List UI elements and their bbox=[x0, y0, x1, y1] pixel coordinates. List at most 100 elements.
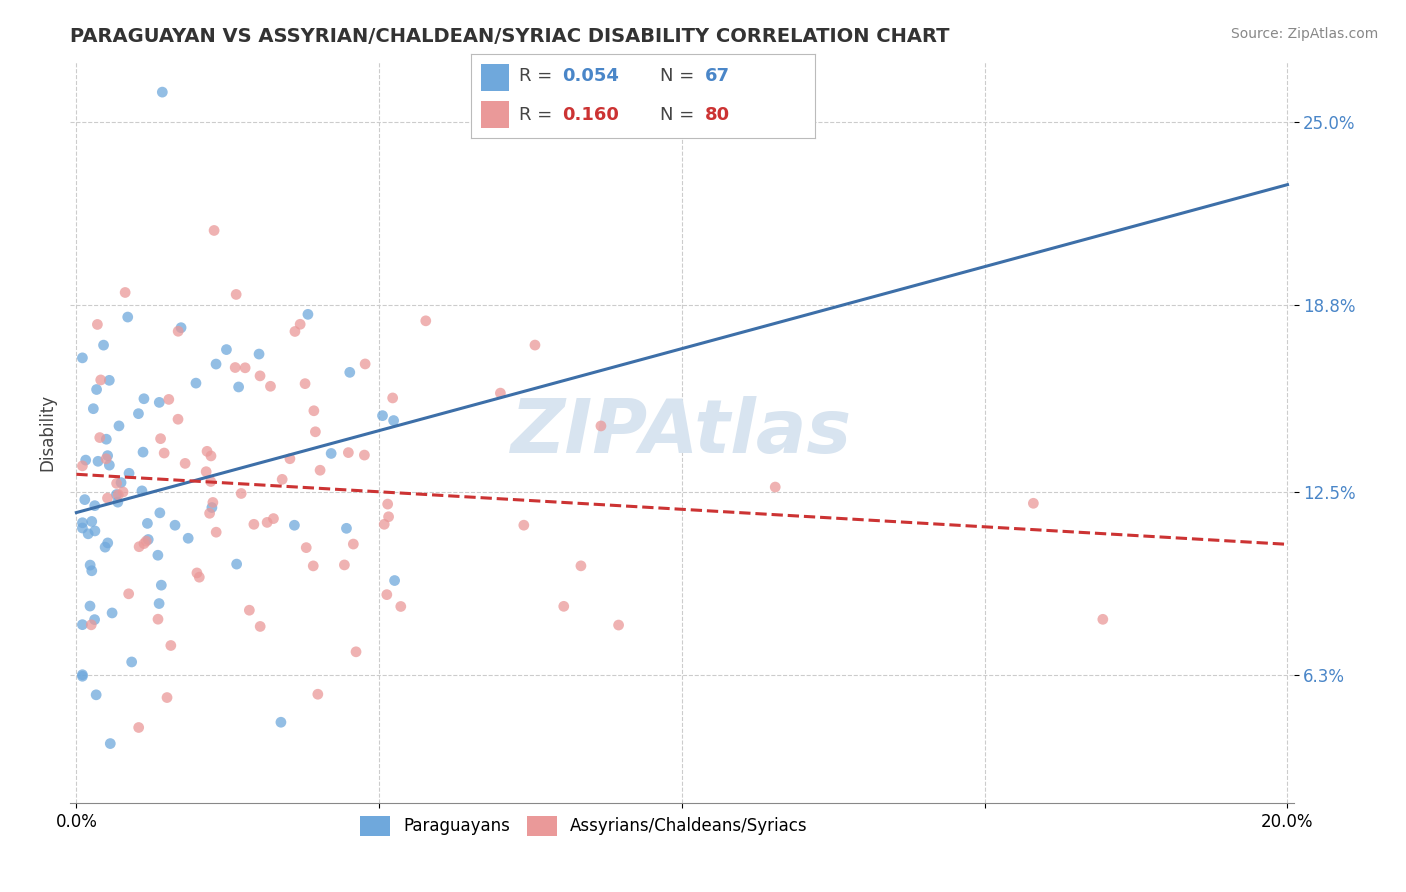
Text: ZIPAtlas: ZIPAtlas bbox=[512, 396, 852, 469]
Point bbox=[284, 325, 307, 339]
Point bbox=[589, 419, 612, 434]
Point bbox=[188, 570, 211, 584]
Text: 0.054: 0.054 bbox=[562, 68, 619, 86]
Point bbox=[1022, 496, 1045, 510]
Point bbox=[262, 511, 284, 525]
Point bbox=[80, 564, 103, 578]
Point bbox=[302, 558, 325, 573]
Point bbox=[201, 495, 224, 509]
Point bbox=[307, 687, 329, 701]
Point bbox=[233, 360, 256, 375]
Text: 67: 67 bbox=[706, 68, 730, 86]
Point bbox=[105, 476, 128, 491]
Point bbox=[79, 599, 101, 613]
Point bbox=[200, 475, 222, 489]
Point bbox=[371, 409, 394, 423]
Point bbox=[157, 392, 180, 407]
Point bbox=[80, 617, 103, 632]
Point bbox=[82, 401, 104, 416]
Point bbox=[89, 431, 111, 445]
Point bbox=[270, 715, 292, 730]
Point bbox=[389, 599, 412, 614]
Point bbox=[93, 338, 115, 352]
Point bbox=[132, 392, 155, 406]
Point bbox=[114, 285, 136, 300]
Point bbox=[107, 488, 129, 502]
Point bbox=[238, 603, 260, 617]
Point bbox=[513, 518, 536, 533]
Point bbox=[224, 360, 246, 375]
Point bbox=[1091, 612, 1114, 626]
Point bbox=[195, 465, 218, 479]
Point bbox=[225, 557, 247, 571]
Point bbox=[149, 506, 172, 520]
Point bbox=[553, 599, 575, 614]
Text: Source: ZipAtlas.com: Source: ZipAtlas.com bbox=[1230, 27, 1378, 41]
Point bbox=[146, 548, 169, 562]
Point bbox=[288, 318, 311, 332]
Point bbox=[128, 540, 150, 554]
Point bbox=[87, 454, 110, 468]
Point bbox=[72, 458, 94, 473]
Point bbox=[83, 499, 105, 513]
Point bbox=[195, 444, 218, 458]
Point bbox=[84, 524, 107, 538]
Text: N =: N = bbox=[661, 68, 700, 86]
Point bbox=[121, 655, 143, 669]
Point bbox=[80, 515, 103, 529]
Point bbox=[73, 492, 96, 507]
Point bbox=[86, 383, 108, 397]
Point bbox=[75, 453, 97, 467]
Point bbox=[131, 483, 153, 498]
Point bbox=[72, 351, 94, 365]
Point bbox=[98, 737, 121, 751]
Point bbox=[159, 639, 181, 653]
Point bbox=[118, 467, 141, 481]
Point bbox=[128, 721, 150, 735]
Point bbox=[72, 617, 94, 632]
Point bbox=[112, 485, 135, 500]
Point bbox=[149, 432, 172, 446]
Point bbox=[110, 475, 132, 490]
Point bbox=[98, 458, 121, 472]
Point bbox=[77, 526, 100, 541]
Point bbox=[167, 412, 190, 426]
Point bbox=[84, 688, 107, 702]
Point bbox=[105, 487, 128, 501]
Point bbox=[373, 517, 395, 532]
Y-axis label: Disability: Disability bbox=[38, 394, 56, 471]
Point bbox=[127, 407, 149, 421]
Point bbox=[763, 480, 786, 494]
Point bbox=[132, 536, 155, 550]
Text: R =: R = bbox=[519, 105, 558, 123]
Point bbox=[333, 558, 356, 572]
Point bbox=[283, 518, 305, 533]
Point bbox=[353, 448, 375, 462]
Point bbox=[205, 525, 228, 540]
Point bbox=[150, 85, 173, 99]
Text: 0.160: 0.160 bbox=[562, 105, 619, 123]
Point bbox=[86, 318, 108, 332]
Point bbox=[228, 380, 250, 394]
Bar bbox=[481, 101, 509, 128]
Point bbox=[184, 376, 207, 391]
Point bbox=[94, 540, 117, 554]
Point bbox=[174, 456, 197, 470]
Point bbox=[259, 379, 281, 393]
Point bbox=[79, 558, 101, 573]
Point bbox=[107, 495, 129, 509]
Point bbox=[201, 500, 224, 515]
Point bbox=[72, 516, 94, 530]
Point bbox=[153, 446, 176, 460]
Point bbox=[96, 491, 118, 505]
Point bbox=[249, 619, 271, 633]
Point bbox=[97, 536, 120, 550]
Point bbox=[205, 357, 228, 371]
Point bbox=[256, 516, 278, 530]
Text: R =: R = bbox=[519, 68, 558, 86]
Point bbox=[295, 541, 318, 555]
Point bbox=[607, 618, 630, 632]
Point bbox=[335, 521, 357, 535]
Point bbox=[321, 446, 343, 460]
Point bbox=[384, 574, 406, 588]
